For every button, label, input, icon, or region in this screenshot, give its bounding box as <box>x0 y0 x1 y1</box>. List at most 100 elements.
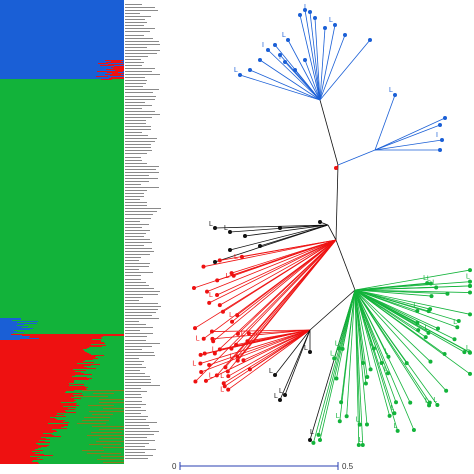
leaf-tag: L <box>330 350 334 357</box>
leaf-node <box>468 268 472 273</box>
sample-label <box>125 43 160 45</box>
sample-label <box>125 229 150 231</box>
admixture-strip <box>76 400 124 401</box>
sample-label <box>125 241 152 243</box>
red-clade-branch <box>216 239 337 376</box>
admixture-strip <box>46 446 124 447</box>
leaf-node <box>201 336 206 341</box>
admixture-strip <box>75 412 124 413</box>
blue-clade-branch <box>319 39 371 101</box>
sample-label <box>125 318 160 320</box>
sample-label <box>125 193 145 195</box>
sample-label <box>125 357 140 359</box>
blue-clade-branch <box>374 117 446 151</box>
admixture-strip <box>0 319 21 320</box>
admixture-strip <box>92 359 124 360</box>
admixture-strip <box>38 448 124 449</box>
admixture-strip <box>74 381 124 382</box>
blue-clade-branch <box>294 69 321 101</box>
sample-label <box>125 223 150 225</box>
leaf-node <box>318 438 322 442</box>
admixture-strip <box>114 66 124 67</box>
leaf-node <box>258 58 262 62</box>
sample-label <box>125 220 141 222</box>
blue-clade-branch <box>337 149 376 166</box>
leaf-node <box>468 290 472 295</box>
leaf-node <box>426 309 431 314</box>
green-clade-branch <box>354 289 419 331</box>
admixture-strip <box>60 427 124 428</box>
sample-label <box>125 98 155 100</box>
admixture-strip <box>42 459 124 460</box>
sample-label <box>125 437 147 439</box>
admixture-strip <box>111 67 124 68</box>
red-clade-branch <box>211 329 311 332</box>
admixture-strip <box>55 418 124 419</box>
sample-label <box>125 382 151 384</box>
sample-label <box>125 141 156 143</box>
leaf-node <box>243 234 247 238</box>
green-clade-branch <box>354 289 455 340</box>
green-clade-branch <box>354 289 360 446</box>
admixture-strip <box>40 447 124 448</box>
admixture-strip <box>104 342 124 343</box>
sample-label <box>125 196 145 198</box>
sample-label <box>125 10 158 12</box>
sample-label <box>125 290 161 292</box>
sample-label <box>125 28 156 30</box>
backbone-branch <box>335 239 356 291</box>
sample-label <box>125 287 154 289</box>
admixture-strip <box>0 334 12 335</box>
sample-label <box>125 388 141 390</box>
red-clade-branch <box>224 329 311 387</box>
admixture-strip <box>76 407 124 408</box>
leaf-node <box>435 403 440 408</box>
leaf-tag: L <box>466 274 470 281</box>
leaf-node <box>379 360 384 365</box>
admixture-strip <box>99 438 122 439</box>
leaf-tag: L <box>234 254 238 261</box>
red-clade-branch <box>205 329 311 382</box>
green-clade-branch <box>319 289 356 441</box>
sample-label <box>125 446 145 448</box>
sample-label <box>125 266 150 268</box>
leaf-tag: L <box>423 275 427 282</box>
leaf-node <box>231 273 236 278</box>
sample-label <box>125 281 146 283</box>
admixture-strip <box>64 392 124 393</box>
admixture-strip <box>37 444 124 445</box>
leaf-tag: I <box>436 132 438 139</box>
leaf-node <box>283 393 287 397</box>
admixture-strip <box>0 325 18 326</box>
leaf-node <box>193 326 198 331</box>
sample-label <box>125 403 147 405</box>
sample-label <box>125 214 153 216</box>
admixture-strip <box>0 328 33 329</box>
admixture-strip <box>39 457 124 458</box>
admixture-strip <box>84 386 124 387</box>
sample-label <box>125 400 143 402</box>
leaf-node <box>357 422 362 427</box>
leaf-node <box>428 281 433 286</box>
leaf-node <box>334 166 338 170</box>
leaf-node <box>334 376 339 381</box>
sample-label <box>125 156 141 158</box>
admixture-strip <box>0 333 13 334</box>
admixture-strip <box>91 432 122 433</box>
leaf-tag: L <box>329 17 333 24</box>
leaf-tag: L <box>220 387 224 394</box>
red-clade-branch <box>214 239 337 354</box>
leaf-node <box>258 244 262 248</box>
sample-label <box>125 342 160 344</box>
leaf-node <box>229 271 234 276</box>
leaf-node <box>332 356 337 361</box>
sample-label <box>125 391 147 393</box>
admixture-strip <box>91 354 124 355</box>
green-clade-branch <box>354 289 471 293</box>
admixture-strip <box>91 374 124 375</box>
leaf-tag: I <box>279 54 281 61</box>
sample-label <box>125 284 149 286</box>
admixture-strip <box>94 357 124 358</box>
leaf-tag: L <box>413 303 417 310</box>
blue-cluster-block <box>0 0 124 79</box>
